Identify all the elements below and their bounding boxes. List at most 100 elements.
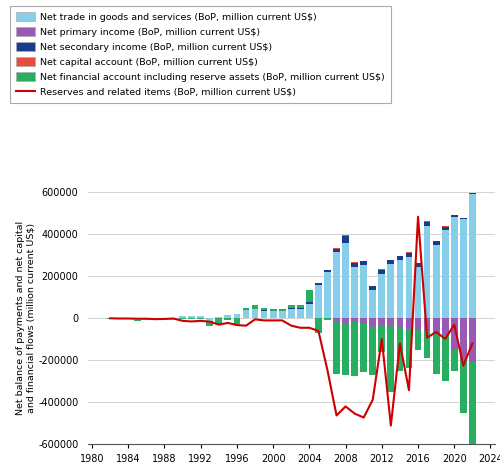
Bar: [442, 230, 448, 319]
Bar: [451, 350, 458, 371]
Bar: [414, 267, 422, 319]
Bar: [224, 314, 232, 319]
Bar: [242, 308, 250, 310]
Bar: [469, 363, 476, 461]
Bar: [106, 318, 114, 319]
Bar: [370, 286, 376, 290]
Bar: [370, 327, 376, 375]
Bar: [360, 324, 367, 372]
Bar: [451, 218, 458, 319]
Bar: [333, 252, 340, 319]
Bar: [315, 319, 322, 333]
Bar: [396, 327, 404, 371]
Bar: [432, 244, 440, 319]
Bar: [324, 319, 331, 320]
Bar: [378, 325, 385, 352]
Bar: [342, 319, 349, 323]
Bar: [270, 311, 276, 319]
Bar: [134, 320, 140, 321]
Bar: [198, 316, 204, 319]
Bar: [351, 267, 358, 319]
Bar: [396, 260, 404, 319]
Bar: [260, 311, 268, 319]
Bar: [424, 225, 430, 319]
Y-axis label: Net balance of payments and net capital
and financial flows (million current US$: Net balance of payments and net capital …: [16, 221, 36, 415]
Bar: [388, 264, 394, 319]
Bar: [342, 243, 349, 319]
Bar: [432, 241, 440, 244]
Bar: [370, 290, 376, 319]
Bar: [297, 308, 304, 309]
Bar: [396, 319, 404, 327]
Bar: [260, 310, 268, 311]
Bar: [333, 321, 340, 374]
Bar: [414, 319, 422, 330]
Bar: [288, 308, 294, 309]
Bar: [388, 319, 394, 325]
Bar: [179, 316, 186, 319]
Bar: [315, 285, 322, 319]
Bar: [360, 319, 367, 324]
Bar: [460, 360, 466, 413]
Bar: [406, 253, 412, 257]
Bar: [324, 270, 331, 272]
Bar: [315, 283, 322, 285]
Bar: [451, 215, 458, 218]
Bar: [188, 316, 195, 319]
Bar: [260, 308, 268, 310]
Bar: [378, 274, 385, 319]
Bar: [252, 306, 258, 309]
Bar: [451, 319, 458, 350]
Bar: [306, 304, 313, 319]
Bar: [134, 319, 140, 320]
Legend: Net trade in goods and services (BoP, million current US$), Net primary income (: Net trade in goods and services (BoP, mi…: [10, 6, 392, 103]
Bar: [469, 319, 476, 363]
Bar: [216, 317, 222, 319]
Bar: [460, 219, 466, 319]
Bar: [424, 222, 430, 225]
Bar: [378, 270, 385, 274]
Bar: [414, 330, 422, 350]
Bar: [351, 319, 358, 321]
Bar: [424, 331, 430, 358]
Bar: [442, 319, 448, 335]
Bar: [432, 333, 440, 374]
Bar: [242, 310, 250, 319]
Bar: [234, 319, 240, 324]
Bar: [288, 309, 294, 319]
Bar: [442, 335, 448, 382]
Bar: [342, 235, 349, 236]
Bar: [224, 319, 232, 320]
Bar: [324, 272, 331, 319]
Bar: [469, 193, 476, 194]
Bar: [333, 319, 340, 321]
Bar: [406, 257, 412, 319]
Bar: [370, 319, 376, 327]
Bar: [342, 236, 349, 243]
Bar: [360, 265, 367, 319]
Bar: [360, 261, 367, 265]
Bar: [406, 329, 412, 368]
Bar: [442, 227, 448, 230]
Bar: [234, 314, 240, 319]
Bar: [469, 194, 476, 319]
Bar: [206, 319, 213, 321]
Bar: [143, 319, 150, 320]
Bar: [270, 309, 276, 311]
Bar: [432, 319, 440, 333]
Bar: [396, 257, 404, 260]
Bar: [406, 319, 412, 329]
Bar: [460, 319, 466, 360]
Bar: [388, 325, 394, 392]
Bar: [297, 305, 304, 308]
Bar: [333, 249, 340, 252]
Bar: [351, 263, 358, 267]
Bar: [378, 319, 385, 325]
Bar: [252, 309, 258, 319]
Bar: [206, 321, 213, 326]
Bar: [279, 309, 285, 311]
Bar: [306, 290, 313, 302]
Bar: [388, 260, 394, 264]
Bar: [306, 302, 313, 304]
Bar: [414, 263, 422, 267]
